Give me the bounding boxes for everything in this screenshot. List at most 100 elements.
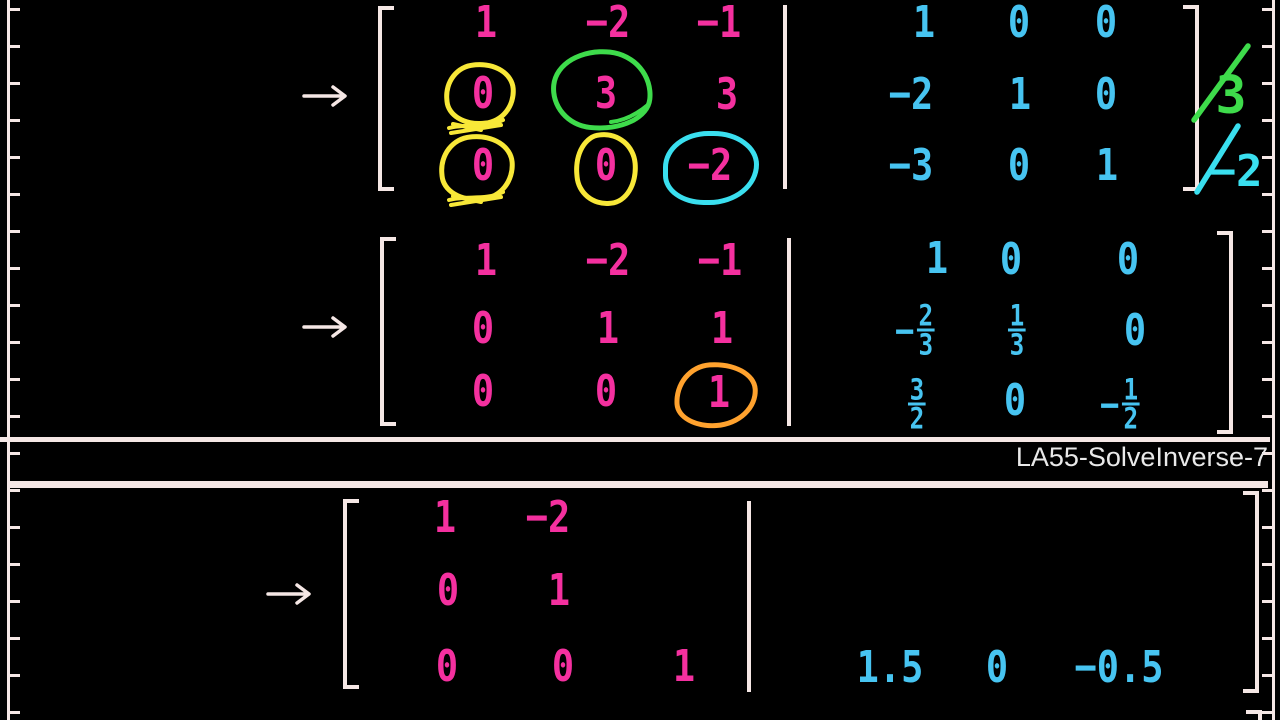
fraction-minus-sign: − <box>1100 382 1120 426</box>
matrix-entry: 1 <box>1008 69 1032 120</box>
fraction-denominator: 3 <box>1009 327 1025 362</box>
matrix-entry: 0 <box>1116 234 1140 285</box>
matrix-entry: 1 <box>596 303 620 354</box>
matrix-bracket-left <box>378 6 394 191</box>
ruler-tick-mark <box>10 563 20 566</box>
matrix-bracket-left <box>380 237 396 426</box>
matrix-entry: 1 <box>433 492 457 543</box>
fraction-numerator: 1 <box>1007 298 1027 333</box>
matrix-entry: −2 <box>525 492 571 543</box>
ruler-tick-mark <box>1262 45 1272 48</box>
ruler-tick-mark <box>1262 674 1272 677</box>
ruler-tick-mark <box>1262 304 1272 307</box>
matrix-entry: −1 <box>696 0 742 48</box>
ruler-tick-mark <box>10 526 20 529</box>
matrix-bracket-right <box>1183 5 1199 191</box>
division-slash-icon <box>1191 43 1251 123</box>
ruler-tick-mark <box>10 82 20 85</box>
ruler-tick-mark <box>10 674 20 677</box>
matrix-entry: 0 <box>435 641 459 692</box>
matrix-entry: 1 <box>707 367 731 418</box>
row-op-label: −2 <box>1209 146 1263 197</box>
matrix-entry: 1 <box>474 235 498 286</box>
section-divider-bottom-line <box>10 481 1268 488</box>
ruler-tick-mark <box>1262 711 1272 714</box>
ruler-tick-mark <box>10 415 20 418</box>
matrix-entry: 1 <box>710 303 734 354</box>
ruler-tick-mark <box>10 600 20 603</box>
matrix-entry: −1 <box>697 235 743 286</box>
ruler-tick-mark <box>10 267 20 270</box>
ruler-tick-mark <box>1262 8 1272 11</box>
teal-circle-annotation <box>663 131 759 205</box>
matrix-entry: 1 <box>474 0 498 48</box>
right-canvas-edge-ruler <box>1262 0 1275 720</box>
section-divider-top-line <box>0 437 1270 442</box>
matrix-entry: 0 <box>1003 375 1027 426</box>
matrix-entry: −1 2 <box>1100 375 1140 436</box>
ruler-tick-mark <box>10 489 20 492</box>
ruler-tick-mark <box>10 637 20 640</box>
fraction-denominator: 2 <box>1123 401 1139 436</box>
matrix-entry: 0 <box>594 140 618 191</box>
ruler-tick-mark <box>1262 378 1272 381</box>
matrix-entry: 0 <box>471 303 495 354</box>
matrix-entry: 3 <box>715 69 739 120</box>
transform-arrow <box>302 314 348 344</box>
matrix-entry: −2 <box>585 235 631 286</box>
ruler-tick-mark <box>10 304 20 307</box>
ruler-tick-mark <box>1262 563 1272 566</box>
matrix-entry: 0 <box>594 366 618 417</box>
matrix-entry: 0 <box>1094 69 1118 120</box>
augmentation-bar <box>783 5 787 189</box>
ruler-tick-mark <box>1262 637 1272 640</box>
matrix-entry: 0 <box>1123 305 1147 356</box>
matrix-entry: 1.5 <box>856 642 924 693</box>
row-op-slash <box>1192 121 1243 201</box>
matrix-bracket-right <box>1246 710 1262 720</box>
pen-flick-annotation <box>608 100 652 130</box>
matrix-entry: 0 <box>436 565 460 616</box>
matrix-entry: 0 <box>999 234 1023 285</box>
matrix-entry: −2 <box>888 69 934 120</box>
matrix-bracket-left <box>343 499 359 689</box>
left-canvas-edge-ruler <box>7 0 20 720</box>
ruler-tick-mark <box>1262 267 1272 270</box>
ruler-tick-mark <box>1262 489 1272 492</box>
matrix-entry: 0 <box>471 366 495 417</box>
matrix-entry: 0 <box>471 140 495 191</box>
pen-scribble-icon <box>447 190 505 207</box>
ruler-tick-mark <box>1262 119 1272 122</box>
matrix-entry: 0 <box>551 641 575 692</box>
matrix-bracket-right <box>1243 491 1259 693</box>
ruler-tick-mark <box>10 156 20 159</box>
ruler-tick-mark <box>1262 415 1272 418</box>
right-arrow-icon <box>302 85 347 107</box>
transform-arrow <box>266 581 312 611</box>
ruler-tick-mark <box>1262 193 1272 196</box>
fraction-minus-sign: − <box>895 308 915 352</box>
matrix-entry: −2 3 <box>895 301 935 359</box>
scribble-annotation <box>447 187 505 211</box>
matrix-entry: 1 <box>925 233 949 284</box>
matrix-entry: −2 <box>585 0 631 48</box>
ruler-tick-mark <box>1262 156 1272 159</box>
ruler-tick-mark <box>1262 526 1272 529</box>
matrix-entry: 0 <box>1094 0 1118 48</box>
transform-arrow <box>302 83 348 113</box>
pen-scribble-icon <box>447 118 505 135</box>
ruler-tick-mark <box>10 341 20 344</box>
ruler-tick-mark <box>10 119 20 122</box>
row-op-label: 3 <box>1215 66 1247 126</box>
ruler-tick-mark <box>10 378 20 381</box>
matrix-entry: 0 <box>985 642 1009 693</box>
ruler-tick-mark <box>1262 82 1272 85</box>
ruler-tick-mark <box>10 230 20 233</box>
